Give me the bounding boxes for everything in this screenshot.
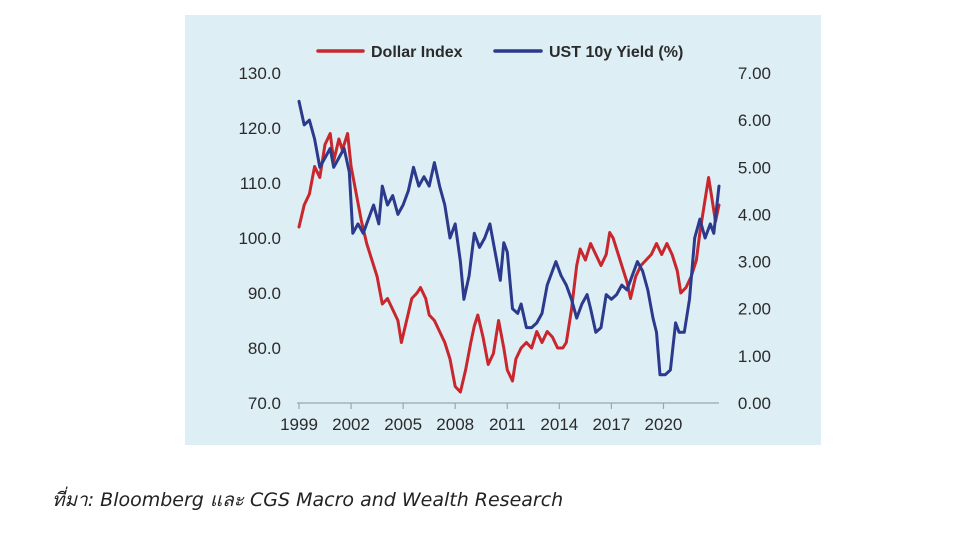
- chart-panel: Dollar Index UST 10y Yield (%) 70.0 80.0 90…: [185, 15, 821, 445]
- x-axis: 1999 2002 2005 2008 2011 2014 2017 2020: [280, 402, 719, 434]
- legend-label: UST 10y Yield (%): [549, 44, 683, 61]
- left-tick-label: 120.0: [238, 119, 281, 138]
- source-caption: ที่มา: Bloomberg และ CGS Macro and Wealt…: [52, 489, 564, 511]
- x-tick-label: 1999: [280, 415, 318, 434]
- dollar-index-line: [297, 132, 721, 394]
- right-tick-label: 2.00: [738, 300, 771, 319]
- series-layer: [297, 99, 721, 394]
- right-axis-ticks: 0.00 1.00 2.00 3.00 4.00 5.00 6.00 7.00: [738, 64, 771, 413]
- right-tick-label: 6.00: [738, 111, 771, 130]
- x-tick-label: 2014: [540, 415, 578, 434]
- legend-label: Dollar Index: [371, 44, 463, 61]
- x-tick-label: 2008: [436, 415, 474, 434]
- left-tick-label: 80.0: [248, 339, 281, 358]
- right-tick-label: 3.00: [738, 253, 771, 272]
- x-tick-label: 2005: [384, 415, 422, 434]
- right-tick-label: 7.00: [738, 64, 771, 83]
- left-tick-label: 90.0: [248, 284, 281, 303]
- ust-10y-yield-line: [297, 99, 721, 377]
- x-tick-label: 2011: [489, 415, 526, 434]
- left-tick-label: 100.0: [238, 229, 281, 248]
- x-tick-label: 2002: [332, 415, 370, 434]
- right-tick-label: 0.00: [738, 394, 771, 413]
- left-tick-label: 70.0: [248, 394, 281, 413]
- right-tick-label: 5.00: [738, 158, 771, 177]
- left-tick-label: 130.0: [238, 64, 281, 83]
- x-tick-label: 2017: [592, 415, 630, 434]
- left-tick-label: 110.0: [240, 174, 281, 193]
- legend: Dollar Index UST 10y Yield (%): [316, 44, 683, 61]
- x-tick-label: 2020: [645, 415, 683, 434]
- left-axis-ticks: 70.0 80.0 90.0 100.0 110.0 120.0 130.0: [238, 64, 281, 413]
- right-tick-label: 4.00: [738, 205, 771, 224]
- right-tick-label: 1.00: [738, 347, 771, 366]
- line-chart: Dollar Index UST 10y Yield (%) 70.0 80.0 90…: [238, 44, 771, 434]
